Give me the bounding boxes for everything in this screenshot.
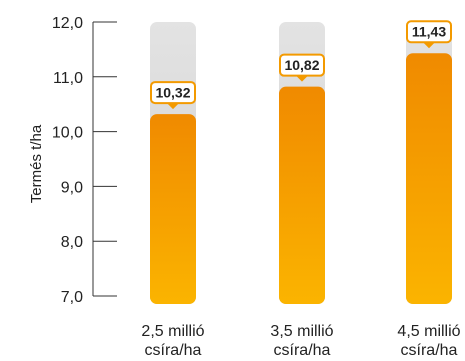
value-label-box [150, 81, 196, 105]
x-tick-label: 3,5 millió csíra/ha [270, 323, 333, 359]
bar [150, 114, 196, 305]
bar-group: 11,43 4,5 millió csíra/ha [397, 20, 461, 359]
bar [406, 53, 452, 305]
bar [279, 86, 325, 304]
value-label-box [279, 53, 325, 77]
y-tick-label: 12,0 [52, 15, 83, 32]
x-tick-label-line: csíra/ha [145, 342, 202, 359]
y-tick-label: 11,0 [53, 70, 83, 87]
x-tick-label-line: 3,5 millió [270, 323, 333, 340]
data-label: 10,82 [284, 57, 319, 73]
value-label-box [406, 20, 452, 44]
x-tick-label: 2,5 millió csíra/ha [141, 323, 204, 359]
y-axis-label: Termés t/ha [28, 124, 45, 203]
x-tick-label-line: 2,5 millió [141, 323, 204, 340]
y-tick-label: 7,0 [61, 289, 83, 306]
bar-group: 10,32 2,5 millió csíra/ha [141, 22, 205, 359]
x-tick-label-line: csíra/ha [274, 342, 331, 359]
y-tick-label: 10,0 [52, 125, 83, 142]
data-label: 10,32 [155, 85, 190, 101]
bars: 10,32 2,5 millió csíra/ha 10,82 3,5 millió cs… [141, 20, 461, 359]
x-tick-label: 4,5 millió csíra/ha [397, 323, 460, 359]
y-tick-label: 9,0 [61, 179, 83, 196]
bar-group: 10,82 3,5 millió csíra/ha [270, 22, 334, 359]
y-tick-label: 8,0 [61, 234, 83, 251]
x-tick-label-line: 4,5 millió [397, 323, 460, 340]
data-label: 11,43 [412, 24, 446, 40]
x-tick-label-line: csíra/ha [401, 342, 458, 359]
y-axis: 7,0 8,0 9,0 10,0 11,0 12,0 [52, 15, 117, 306]
